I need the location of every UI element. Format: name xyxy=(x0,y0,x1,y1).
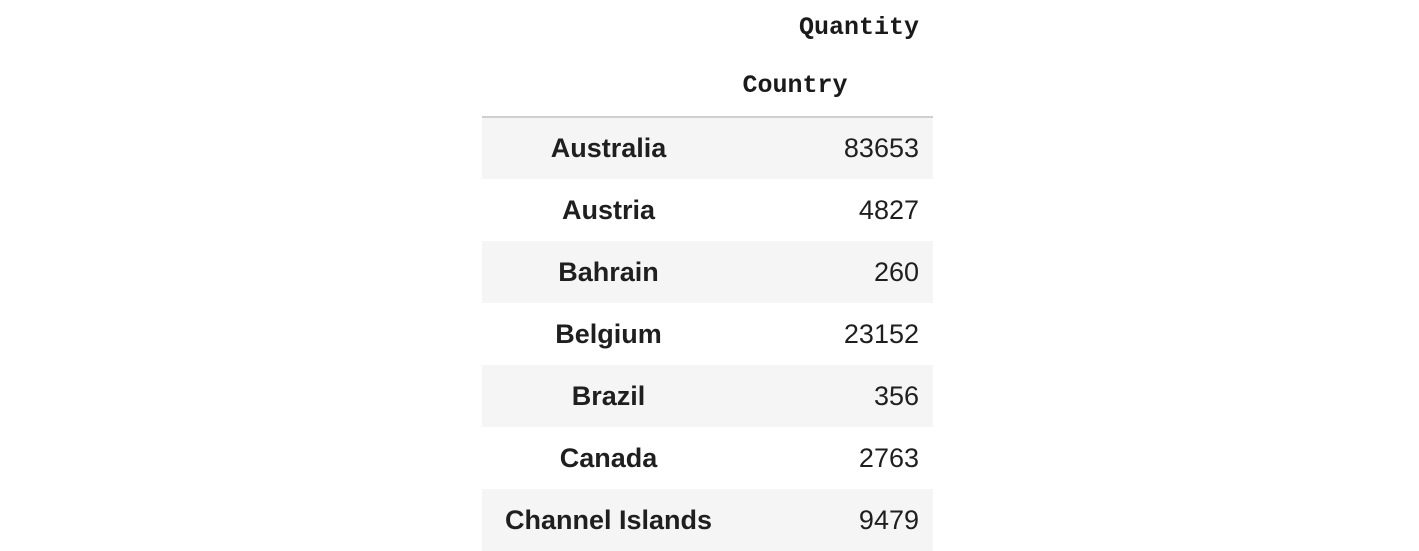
row-country-label: Bahrain xyxy=(558,256,659,287)
row-country-label: Australia xyxy=(550,133,667,163)
row-country-label: Canada xyxy=(559,442,658,473)
table-row: Australia 83653 xyxy=(482,117,933,179)
row-quantity-value: 23152 xyxy=(843,318,919,349)
table-row: Belgium 23152 xyxy=(482,303,933,365)
header-blank-cell xyxy=(482,0,735,55)
table-header: Quantity Country xyxy=(482,0,933,118)
row-quantity-value: 260 xyxy=(873,256,919,287)
table-row: Bahrain 260 xyxy=(482,241,933,303)
table-row: Channel Islands 9479 xyxy=(482,489,933,551)
row-country-label: Brazil xyxy=(571,380,646,411)
column-header-row: Quantity xyxy=(482,0,933,55)
row-country-label: Austria xyxy=(561,194,656,225)
table-row: Canada 2763 xyxy=(482,427,933,489)
table-body: Australia 83653 Austria 4827 Bahrain 260 Belgi… xyxy=(482,117,933,551)
dataframe-table: Quantity Country Australia 83653 Austria 48… xyxy=(482,0,933,551)
row-country-label: Belgium xyxy=(555,318,662,349)
row-quantity-value: 83653 xyxy=(843,133,919,163)
index-name-country: Country xyxy=(482,55,933,118)
dataframe-output: Quantity Country Australia 83653 Austria 48… xyxy=(482,0,933,551)
column-header-quantity: Quantity xyxy=(798,13,919,42)
row-quantity-value: 356 xyxy=(873,380,919,411)
row-quantity-value: 9479 xyxy=(858,504,919,535)
row-country-label: Channel Islands xyxy=(504,504,713,535)
table-row: Brazil 356 xyxy=(482,365,933,427)
index-name-row: Country xyxy=(482,55,933,118)
table-row: Austria 4827 xyxy=(482,179,933,241)
row-quantity-value: 4827 xyxy=(858,194,919,225)
row-quantity-value: 2763 xyxy=(858,442,919,473)
